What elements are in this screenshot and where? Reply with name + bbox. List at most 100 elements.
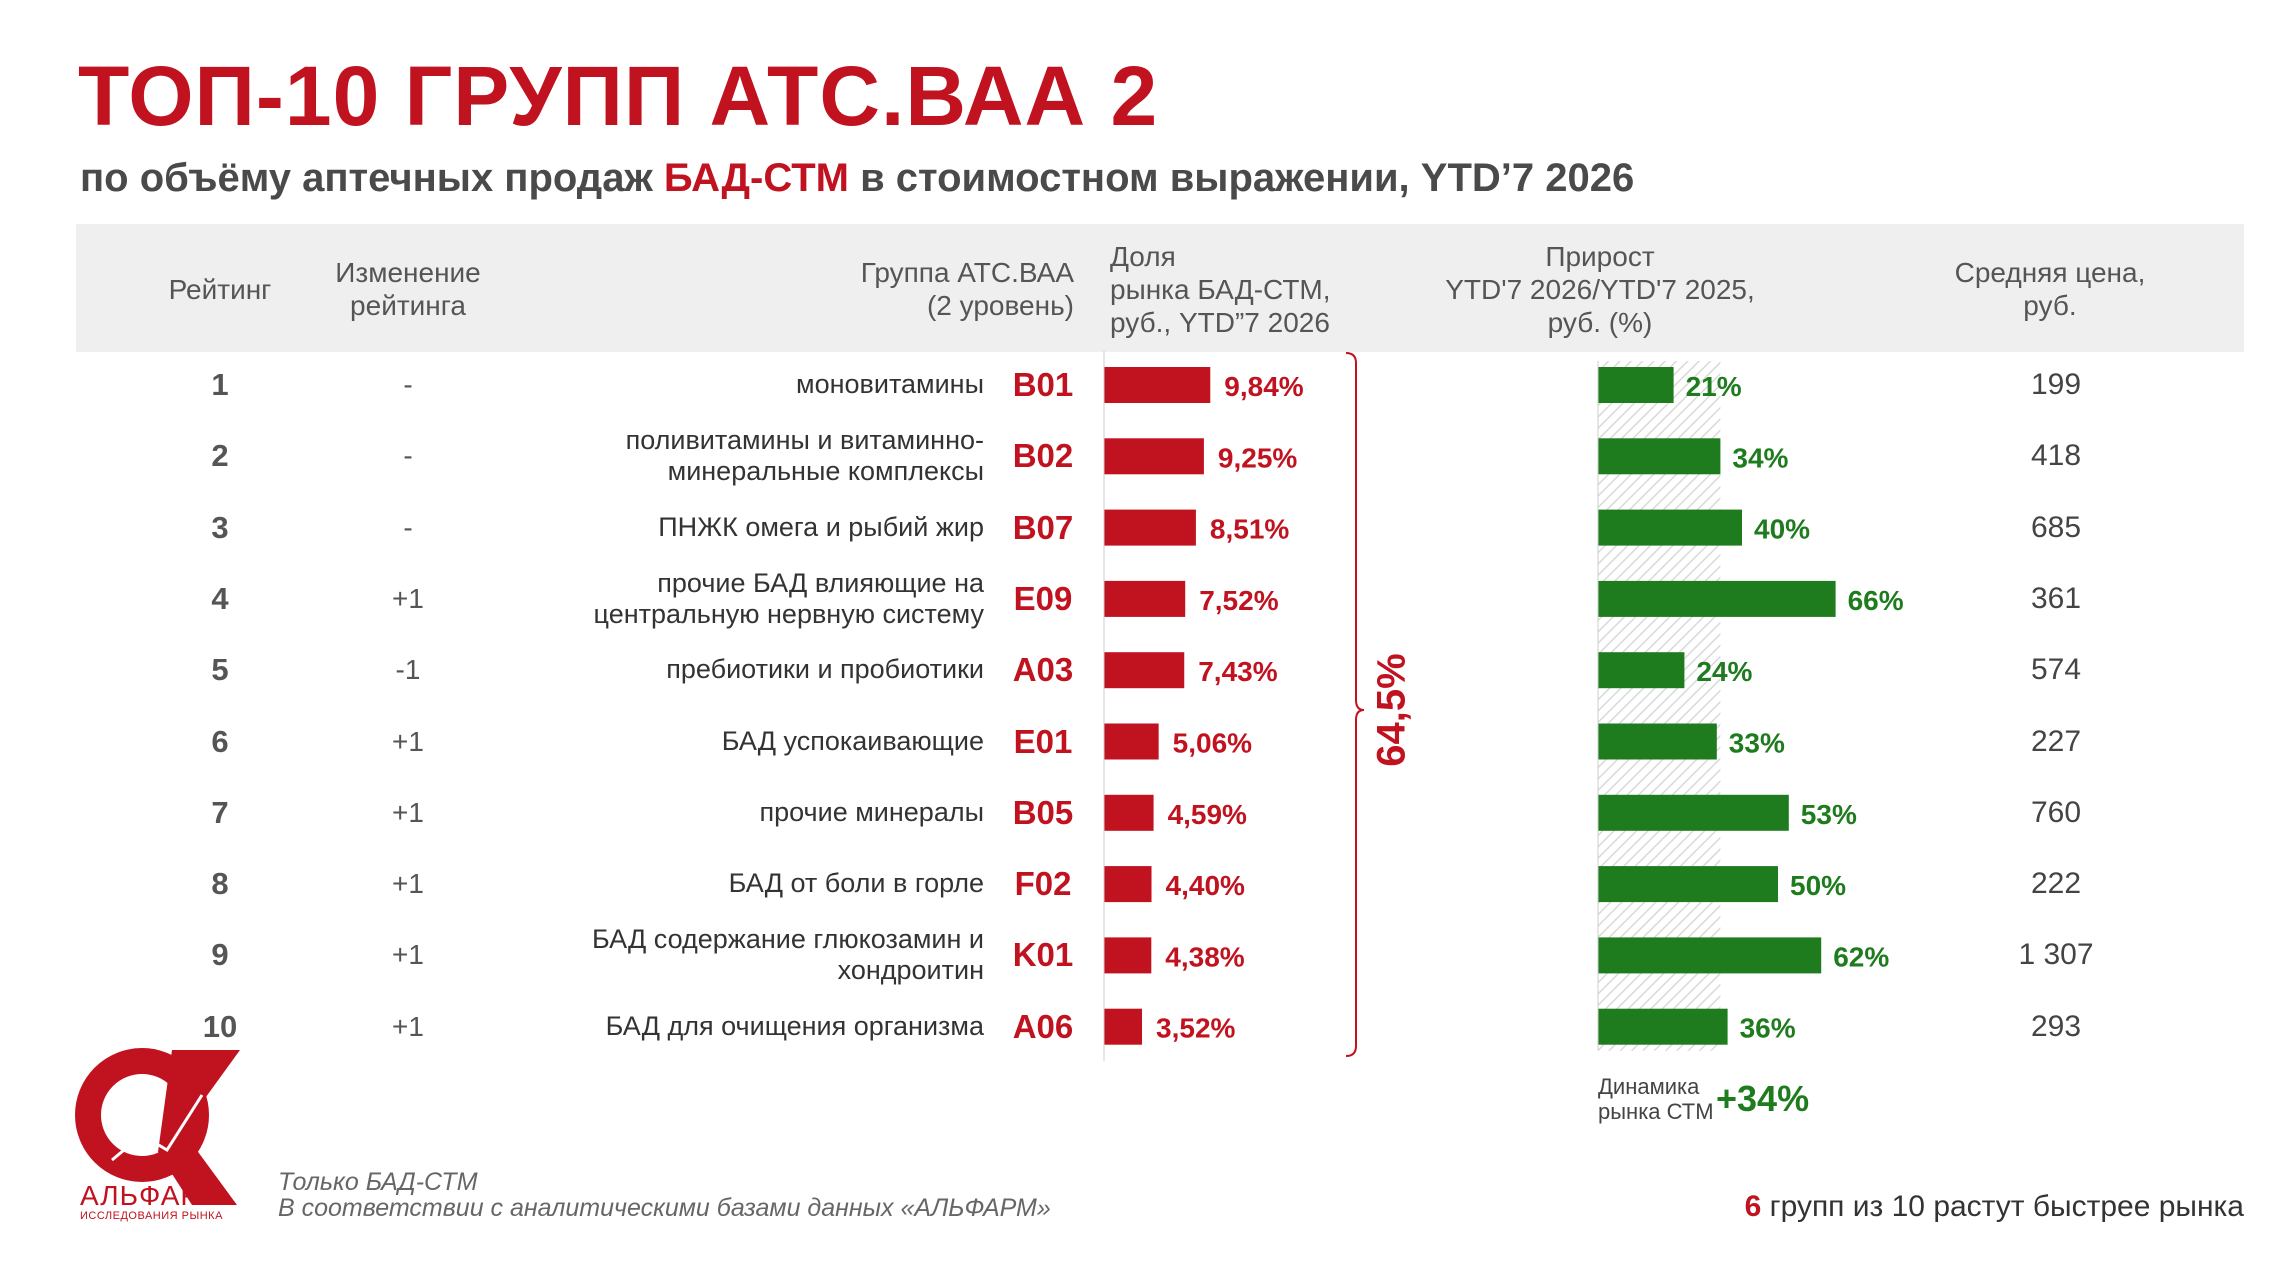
row-group-code: E09 <box>1013 579 1073 617</box>
row-rank: 7 <box>211 794 229 830</box>
growth-bar-label: 34% <box>1732 442 1788 473</box>
growth-bar-label: 66% <box>1848 585 1904 616</box>
growth-bar <box>1598 794 1789 831</box>
share-bar-label: 7,52% <box>1199 585 1278 616</box>
row-rank-change: +1 <box>392 582 424 614</box>
row-rank: 8 <box>211 866 229 902</box>
row-avg-price: 418 <box>2030 439 2082 473</box>
row-group-code: A03 <box>1012 651 1074 689</box>
subtitle-text-end: в стоимостном выражении, YTD’7 2026 <box>848 156 1635 200</box>
row-group-name: ПНЖК омега и рыбий жир <box>658 511 984 542</box>
growth-bar <box>1598 652 1685 689</box>
logo-subtitle: ИССЛЕДОВАНИЯ РЫНКА <box>80 1210 223 1222</box>
row-group-name: БАД содержание глюкозамин и хондроитин <box>591 924 984 986</box>
growth-bar-label: 21% <box>1686 371 1742 402</box>
share-bar-label: 4,38% <box>1165 941 1244 972</box>
growth-bar <box>1598 580 1836 617</box>
row-rank: 2 <box>211 438 229 474</box>
growth-bar <box>1598 937 1822 974</box>
row-group-code: B05 <box>1012 793 1074 831</box>
growth-summary: 6 групп из 10 растут быстрее рынка <box>1745 1190 2244 1224</box>
row-rank: 4 <box>211 580 229 616</box>
row-rank-change: - <box>403 511 413 543</box>
header-growth: Прирост YTD'7 2026/YTD'7 2025, руб. (%) <box>1445 241 1755 338</box>
row-group-code: K01 <box>1012 936 1074 974</box>
growth-bar-label: 50% <box>1790 870 1846 901</box>
growth-bar-label: 40% <box>1754 514 1810 545</box>
growth-bar <box>1598 509 1742 546</box>
row-group-name: поливитамины и витаминно- минеральные ко… <box>625 425 984 487</box>
row-group-name: моновитамины <box>796 369 984 399</box>
row-rank: 3 <box>211 509 229 545</box>
row-rank-change: - <box>403 440 413 472</box>
row-group-code: F02 <box>1014 865 1072 903</box>
header-rank: Рейтинг <box>168 274 272 305</box>
row-avg-price: 361 <box>2030 581 2082 615</box>
share-bar <box>1104 723 1159 760</box>
market-growth-band <box>1598 361 1721 1051</box>
row-group-name: БАД успокаивающие <box>721 725 984 756</box>
share-bar-label: 5,06% <box>1173 728 1252 759</box>
row-avg-price: 685 <box>2030 510 2082 544</box>
market-dynamics-label: Динамика рынка СТМ <box>1598 1074 1714 1124</box>
header-group: Группа АТС.ВАА (2 уровень) <box>860 257 1074 321</box>
row-avg-price: 760 <box>2030 795 2082 829</box>
alfarm-logo-icon <box>75 1048 240 1205</box>
share-bar-label: 9,25% <box>1218 442 1297 473</box>
header-rank-change: Изменение рейтинга <box>335 257 481 321</box>
share-bar-label: 8,51% <box>1210 514 1289 545</box>
growth-bar <box>1598 438 1721 475</box>
market-growth-band-fill <box>1598 361 1721 1051</box>
row-rank-change: -1 <box>395 654 421 686</box>
growth-bar-label: 53% <box>1801 799 1857 830</box>
row-group-code: A06 <box>1012 1007 1074 1045</box>
row-avg-price: 574 <box>2030 653 2082 687</box>
share-bar <box>1104 1008 1143 1045</box>
row-group-name: прочие БАД влияющие на центральную нервн… <box>593 567 984 629</box>
page-subtitle: по объёму аптечных продаж БАД-СТМ в стои… <box>80 156 1634 201</box>
share-bar-label: 9,84% <box>1224 371 1303 402</box>
row-rank: 6 <box>211 723 229 759</box>
growth-bar <box>1598 367 1674 403</box>
growth-bar-label: 62% <box>1833 941 1889 972</box>
row-avg-price: 199 <box>2030 368 2082 401</box>
growth-bar-label: 33% <box>1729 728 1785 759</box>
share-bar <box>1104 580 1186 617</box>
subtitle-text: по объёму аптечных продаж <box>80 156 664 200</box>
row-group-code: B07 <box>1012 508 1074 546</box>
row-rank-change: - <box>403 369 413 400</box>
share-bar <box>1104 794 1154 831</box>
row-group-name: прочие минералы <box>759 796 985 827</box>
share-total: 64,5% <box>1369 653 1414 767</box>
row-rank-change: +1 <box>392 868 424 900</box>
row-avg-price: 227 <box>2030 724 2082 758</box>
share-total-brace <box>1345 352 1365 1057</box>
growth-bar-label: 36% <box>1740 1013 1796 1044</box>
market-dynamics-value: +34% <box>1716 1078 1810 1119</box>
row-avg-price: 1 307 <box>2018 938 2094 972</box>
share-bar-label: 7,43% <box>1198 656 1277 687</box>
page-title: ТОП-10 ГРУПП АТС.ВАА 2 <box>78 49 1159 143</box>
row-rank-change: +1 <box>392 796 424 828</box>
row-group-name: БАД для очищения организма <box>605 1010 984 1041</box>
growth-summary-count: 6 <box>1744 1190 1762 1223</box>
header-share: Доля рынка БАД-СТМ, руб., YTD”7 2026 <box>1110 241 1331 338</box>
row-group-code: B02 <box>1012 437 1074 475</box>
growth-bar <box>1598 1008 1728 1045</box>
row-rank: 10 <box>202 1008 238 1044</box>
table-header <box>76 224 2244 352</box>
footnote-2: В соответствии с аналитическими базами д… <box>278 1194 1051 1222</box>
row-avg-price: 293 <box>2030 1009 2082 1043</box>
growth-summary-text: групп из 10 растут быстрее рынка <box>1761 1190 2244 1223</box>
share-bar <box>1104 866 1152 903</box>
row-group-name: БАД от боли в горле <box>728 868 984 899</box>
row-rank-change: +1 <box>392 939 424 971</box>
row-rank: 5 <box>211 652 229 688</box>
row-group-code: E01 <box>1013 722 1073 760</box>
subtitle-highlight: БАД-СТМ <box>663 156 849 200</box>
growth-bar <box>1598 723 1717 760</box>
header-avg-price: Средняя цена, руб. <box>1954 257 2146 321</box>
share-bar <box>1104 509 1196 546</box>
share-bar <box>1104 438 1204 475</box>
